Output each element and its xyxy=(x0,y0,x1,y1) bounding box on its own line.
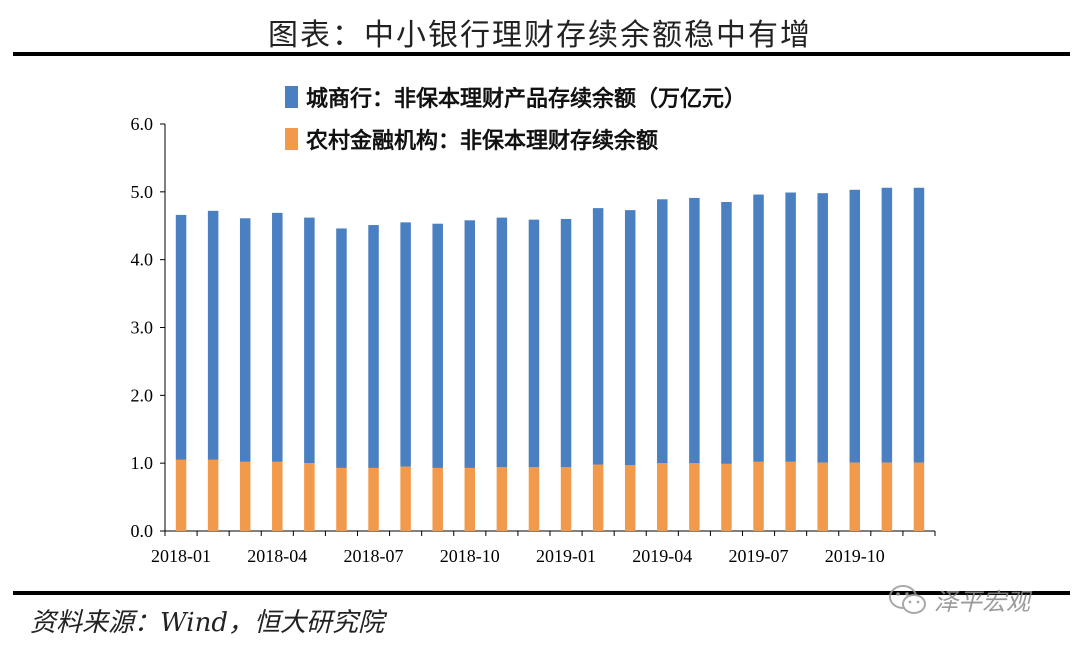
bar-city-2018-08 xyxy=(400,222,411,467)
x-tick-label: 2018-07 xyxy=(344,546,404,566)
bar-city-2018-06 xyxy=(336,228,347,468)
bar-city-2019-03 xyxy=(624,210,636,466)
bar-city-2019-01 xyxy=(560,218,572,468)
y-tick-label: 0.0 xyxy=(131,521,154,541)
bar-rural-2019-04 xyxy=(657,463,668,531)
bar-rural-2018-02 xyxy=(207,459,219,531)
y-tick-label: 6.0 xyxy=(131,114,154,134)
legend-swatch-rural-bank xyxy=(285,128,298,150)
bar-rural-2019-03 xyxy=(624,465,636,531)
figure-title: 图表：中小银行理财存续余额稳中有增 xyxy=(268,18,812,53)
y-tick-label: 1.0 xyxy=(131,453,154,473)
bar-rural-2018-11 xyxy=(496,467,508,531)
bar-rural-2018-03 xyxy=(239,461,251,531)
wechat-icon xyxy=(889,584,926,614)
bar-rural-2019-11 xyxy=(881,462,893,531)
bar-rural-2018-04 xyxy=(272,461,283,531)
x-tick-label: 2019-07 xyxy=(729,546,789,566)
stacked-bar-chart: 0.0 1.0 2.0 3.0 4.0 5.0 6.0 2018-01 2018-04 2018-… xyxy=(131,114,936,566)
bar-city-2018-01 xyxy=(175,214,187,460)
bar-city-2019-06 xyxy=(721,202,732,464)
bar-rural-2019-01 xyxy=(560,467,572,531)
bottom-rule xyxy=(13,591,1070,595)
bar-city-2019-05 xyxy=(689,197,700,464)
legend-item-rural-bank: 农村金融机构：非保本理财存续余额 xyxy=(285,118,746,160)
bar-city-2018-09 xyxy=(432,223,443,468)
bar-rural-2018-12 xyxy=(528,467,540,531)
bar-city-2018-07 xyxy=(368,225,379,468)
chart-legend: 城商行：非保本理财产品存续余额（万亿元） 农村金融机构：非保本理财存续余额 xyxy=(285,76,746,160)
bar-city-2019-10 xyxy=(849,189,861,463)
bar-rural-2019-12 xyxy=(913,462,925,531)
bar-city-2018-10 xyxy=(464,220,476,468)
y-tick-label: 3.0 xyxy=(131,318,154,338)
source-note: 资料来源：Wind，恒大研究院 xyxy=(30,608,384,638)
x-tick-label: 2019-01 xyxy=(536,546,596,566)
bar-rural-2018-08 xyxy=(400,466,411,531)
bar-rural-2019-06 xyxy=(721,463,732,531)
bar-rural-2018-05 xyxy=(304,463,315,531)
bar-city-2019-04 xyxy=(657,199,668,464)
y-tick-label: 5.0 xyxy=(131,182,154,202)
x-tick-label: 2019-04 xyxy=(632,546,692,566)
y-tick-label: 4.0 xyxy=(131,250,154,270)
bar-rural-2019-02 xyxy=(592,464,604,531)
bar-city-2019-09 xyxy=(817,193,828,463)
top-rule xyxy=(13,52,1070,56)
x-tick-label: 2019-10 xyxy=(825,546,885,566)
y-tick-label: 2.0 xyxy=(131,385,154,405)
bar-city-2018-03 xyxy=(239,218,251,462)
bar-rural-2018-07 xyxy=(368,467,379,531)
legend-label-rural-bank: 农村金融机构：非保本理财存续余额 xyxy=(306,129,659,154)
bar-rural-2019-10 xyxy=(849,462,861,531)
bar-rural-2018-06 xyxy=(336,467,347,531)
bar-city-2019-12 xyxy=(913,187,925,463)
brand-name: 泽平宏观 xyxy=(934,588,1030,616)
bar-city-2018-11 xyxy=(496,217,508,468)
bar-city-2018-05 xyxy=(304,217,315,464)
bar-rural-2019-07 xyxy=(753,461,764,531)
bar-rural-2018-10 xyxy=(464,467,476,531)
x-tick-label: 2018-04 xyxy=(247,546,307,566)
legend-label-city-bank: 城商行：非保本理财产品存续余额（万亿元） xyxy=(306,87,747,112)
legend-item-city-bank: 城商行：非保本理财产品存续余额（万亿元） xyxy=(285,76,746,118)
brand-watermark: 泽平宏观 xyxy=(888,582,1030,617)
bar-city-2019-07 xyxy=(753,194,764,462)
bar-city-2018-12 xyxy=(528,219,540,468)
bar-city-2018-02 xyxy=(207,210,219,460)
legend-swatch-city-bank xyxy=(285,86,298,108)
bar-city-2018-04 xyxy=(272,212,283,462)
x-tick-label: 2018-10 xyxy=(440,546,500,566)
x-tick-label: 2018-01 xyxy=(151,546,211,566)
bar-city-2019-02 xyxy=(592,208,604,465)
bar-rural-2019-08 xyxy=(785,461,796,531)
bar-rural-2019-05 xyxy=(689,463,700,531)
bar-city-2019-08 xyxy=(785,192,796,462)
bar-rural-2018-01 xyxy=(175,459,187,531)
bar-rural-2018-09 xyxy=(432,467,443,531)
bar-rural-2019-09 xyxy=(817,462,828,531)
bar-city-2019-11 xyxy=(881,187,893,463)
